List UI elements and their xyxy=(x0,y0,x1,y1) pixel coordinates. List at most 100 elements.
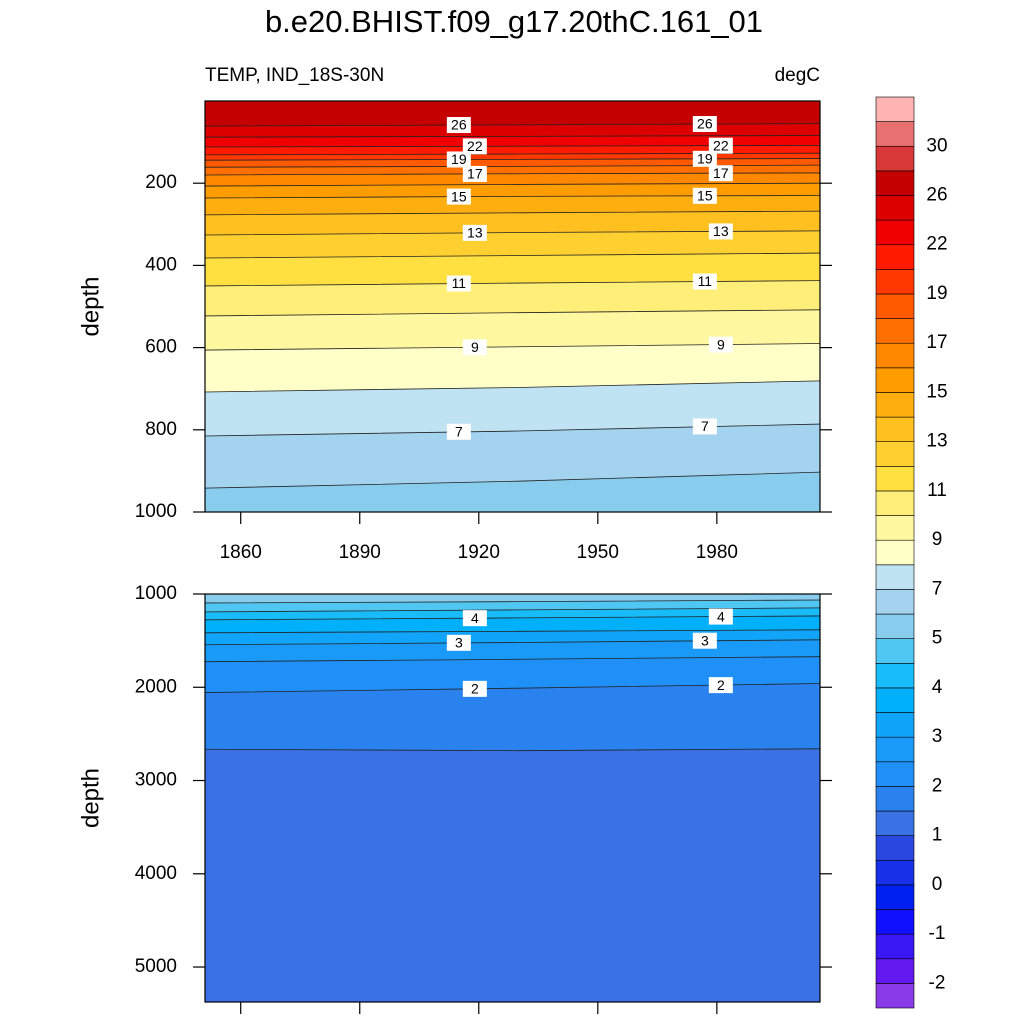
contour-label: 13 xyxy=(467,225,483,241)
contour-label-bg xyxy=(462,224,487,241)
colorbar-box xyxy=(875,96,915,122)
contour-label-bg xyxy=(462,610,487,627)
contour-line xyxy=(205,423,820,437)
subtitle: TEMP, IND_18S-30N xyxy=(205,65,384,86)
colorbar-tick-label: 9 xyxy=(932,529,943,550)
contour-label: 3 xyxy=(455,635,463,651)
contour-line xyxy=(205,599,820,604)
colorbar-box xyxy=(875,835,915,861)
contour-line xyxy=(205,607,820,613)
colorbar-tick-label: 0 xyxy=(932,874,943,895)
colorbar-box xyxy=(875,416,915,443)
y-tick-label: 4000 xyxy=(135,863,177,884)
colorbar-box xyxy=(875,736,915,763)
colorbar-tick-label: -2 xyxy=(929,972,946,993)
colorbar-tick-label: 15 xyxy=(926,381,947,402)
colorbar-tick-label: 4 xyxy=(932,677,943,698)
contour-label: 17 xyxy=(467,166,483,182)
colorbar-box xyxy=(875,786,915,812)
contour-line xyxy=(205,123,820,127)
y-tick-label: 3000 xyxy=(135,770,177,791)
colorbar-box xyxy=(875,712,915,738)
colorbar-box xyxy=(875,884,915,910)
colorbar-tick-label: 19 xyxy=(926,283,947,304)
contour-line xyxy=(205,629,820,634)
contour-fill xyxy=(205,472,820,512)
contour-line xyxy=(205,471,820,489)
y-tick-label: 5000 xyxy=(135,956,177,977)
contour-line xyxy=(205,252,820,259)
contour-line xyxy=(205,280,820,287)
contour-label: 9 xyxy=(717,336,725,352)
colorbar-box xyxy=(875,761,915,787)
contour-label: 4 xyxy=(717,608,725,624)
contour-label-bg xyxy=(446,275,471,292)
colorbar-box xyxy=(875,392,915,418)
contour-label-bg xyxy=(708,165,733,182)
contour-label-bg xyxy=(446,634,471,651)
contour-label-bg xyxy=(692,187,717,204)
colorbar-box xyxy=(875,195,915,221)
contour-label: 7 xyxy=(455,423,463,439)
colorbar-tick-label: 1 xyxy=(932,825,943,846)
x-tick-label: 1950 xyxy=(577,542,619,563)
colorbar-box xyxy=(875,490,915,516)
contour-label-bg xyxy=(692,116,717,133)
contour-label: 13 xyxy=(713,223,729,239)
colorbar-tick-label: 7 xyxy=(932,578,943,599)
colorbar-box xyxy=(875,293,915,319)
contour-label-bg xyxy=(692,418,717,435)
contour-label-bg xyxy=(446,188,471,205)
x-tick-label: 1860 xyxy=(220,542,262,563)
y-tick-label: 1000 xyxy=(135,501,177,522)
contour-line xyxy=(205,656,820,663)
colorbar-tick-label: 17 xyxy=(926,332,947,353)
colorbar-box xyxy=(875,367,915,393)
y-axis-label: depth xyxy=(77,768,104,828)
contour-line xyxy=(205,158,820,161)
x-tick-label: 1890 xyxy=(339,542,381,563)
contour-label: 15 xyxy=(697,188,713,204)
contour-line xyxy=(205,380,820,393)
contour-line xyxy=(205,748,820,752)
x-tick-label: 1920 xyxy=(458,542,500,563)
plot-frame xyxy=(204,100,821,513)
y-tick-label: 1000 xyxy=(135,583,177,604)
contour-label-bg xyxy=(708,137,733,154)
colorbar-tick-label: 3 xyxy=(932,726,943,747)
colorbar-box xyxy=(875,515,915,541)
colorbar-box xyxy=(875,121,915,147)
contour-line xyxy=(205,135,820,138)
colorbar-box xyxy=(875,318,915,344)
contour-label-bg xyxy=(708,608,733,625)
contour-line xyxy=(205,210,820,216)
colorbar-tick-label: 26 xyxy=(926,185,947,206)
colorbar-box xyxy=(875,983,915,1009)
contour-label: 11 xyxy=(452,275,467,291)
contour-label: 19 xyxy=(697,151,713,167)
colorbar-box xyxy=(875,687,915,713)
colorbar-tick-label: 11 xyxy=(927,480,947,501)
contour-label: 17 xyxy=(713,165,729,181)
contour-label: 26 xyxy=(451,117,467,133)
contour-line xyxy=(205,195,820,199)
contour-label: 22 xyxy=(467,138,483,154)
colorbar-box xyxy=(875,170,915,196)
chart-title: b.e20.BHIST.f09_g17.20thC.161_01 xyxy=(265,4,763,39)
contour-label-bg xyxy=(446,423,471,440)
contour-line xyxy=(205,639,820,646)
contour-line xyxy=(205,309,820,317)
contour-label: 7 xyxy=(701,418,709,434)
colorbar-box xyxy=(875,909,915,935)
x-tick-label: 1980 xyxy=(696,542,738,563)
colorbar-box xyxy=(875,859,915,886)
colorbar-tick-label: 30 xyxy=(926,135,947,156)
colorbar-box xyxy=(875,613,915,639)
colorbar-box xyxy=(875,933,915,960)
contour-label-bg xyxy=(462,680,487,697)
y-tick-label: 600 xyxy=(145,337,177,358)
contour-label-bg xyxy=(446,117,471,134)
colorbar-box xyxy=(875,342,915,369)
colorbar-box xyxy=(875,638,915,664)
contour-label: 9 xyxy=(471,339,479,355)
